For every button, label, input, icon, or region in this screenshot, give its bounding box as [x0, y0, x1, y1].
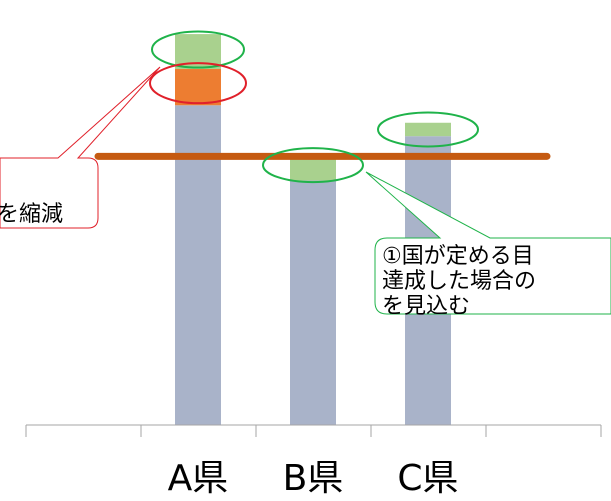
- category-labels: A県 B県 C県: [168, 458, 459, 499]
- highlight-ellipses: [149, 30, 479, 184]
- bar-increase-2: [405, 122, 451, 137]
- category-label-0: A県: [168, 458, 229, 499]
- highlight-ellipse-c-green: [377, 111, 479, 148]
- bar-base-1: [290, 180, 336, 425]
- highlight-ellipse-b-green: [262, 147, 364, 184]
- highlight-ellipse-a-red: [149, 62, 247, 105]
- callout-right: ①国が定める目 達成した場合の を見込む: [365, 171, 611, 319]
- bars-layer: [175, 34, 451, 425]
- callout-left: を縮減: [0, 66, 161, 229]
- callout-right-line-1: ①国が定める目: [382, 244, 534, 269]
- callout-right-line-2: 達成した場合の: [382, 269, 536, 294]
- x-axis: [25, 424, 602, 437]
- callout-left-text: を縮減: [0, 202, 63, 227]
- callout-right-box: [365, 171, 611, 315]
- callout-left-box: [0, 66, 161, 229]
- category-label-2: C県: [397, 458, 458, 499]
- highlight-ellipse-a-green: [151, 30, 245, 69]
- callout-right-line-3: を見込む: [382, 294, 470, 319]
- bar-reduction-0: [175, 69, 221, 106]
- category-label-1: B県: [283, 458, 344, 499]
